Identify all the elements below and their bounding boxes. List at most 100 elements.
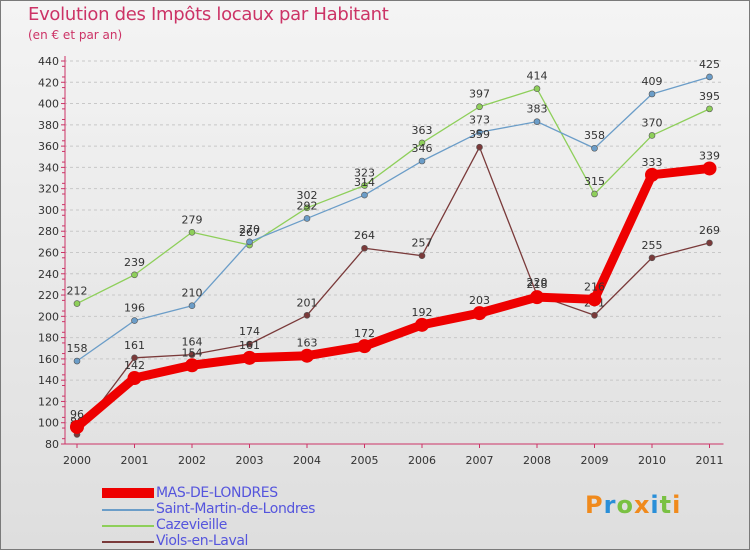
logo-letter: r xyxy=(603,491,617,519)
y-tick-label: 340 xyxy=(38,161,59,174)
data-point-saint-martin-de-londres xyxy=(476,128,483,136)
y-tick-label: 360 xyxy=(38,140,59,153)
data-label-saint-martin-de-londres: 383 xyxy=(527,103,548,116)
data-label-cazevieille: 323 xyxy=(354,166,375,179)
data-label-mas-de-londres: 154 xyxy=(182,346,203,359)
legend-swatch-cazevieille xyxy=(102,525,154,527)
x-tick-label: 2001 xyxy=(121,454,149,467)
logo-letter: t xyxy=(659,491,673,519)
y-tick-label: 420 xyxy=(38,76,59,89)
data-point-mas-de-londres xyxy=(185,358,199,373)
data-point-mas-de-londres xyxy=(415,317,429,332)
data-label-cazevieille: 267 xyxy=(239,226,260,239)
data-label-mas-de-londres: 163 xyxy=(297,337,318,350)
data-label-cazevieille: 395 xyxy=(699,90,720,103)
data-point-cazevieille xyxy=(533,85,541,92)
data-point-saint-martin-de-londres xyxy=(648,90,656,98)
y-tick-label: 200 xyxy=(38,310,59,323)
data-label-saint-martin-de-londres: 196 xyxy=(124,302,145,315)
data-label-viols-en-laval: 161 xyxy=(124,339,145,352)
y-tick-label: 120 xyxy=(38,395,59,408)
data-label-mas-de-londres: 218 xyxy=(527,278,548,291)
data-point-cazevieille xyxy=(591,190,598,198)
y-tick-label: 300 xyxy=(38,204,59,217)
data-point-cazevieille xyxy=(131,271,138,279)
y-tick-label: 80 xyxy=(45,438,59,451)
legend-swatch-viols-en-laval xyxy=(102,541,154,543)
data-label-cazevieille: 397 xyxy=(469,88,490,101)
y-tick-label: 240 xyxy=(38,268,59,281)
data-label-cazevieille: 414 xyxy=(527,70,548,83)
x-tick-label: 2010 xyxy=(638,454,666,467)
y-tick-label: 260 xyxy=(38,247,59,260)
data-point-mas-de-londres xyxy=(242,350,257,365)
series-line-viols-en-laval xyxy=(76,146,711,436)
legend-label: Viols-en-Laval xyxy=(156,533,249,549)
data-point-saint-martin-de-londres xyxy=(303,215,311,222)
legend-label: MAS-DE-LONDRES xyxy=(156,485,278,501)
data-label-saint-martin-de-londres: 425 xyxy=(699,58,720,71)
data-label-cazevieille: 239 xyxy=(124,256,145,269)
data-point-mas-de-londres xyxy=(300,348,314,363)
legend-swatch-mas-de-londres xyxy=(102,488,154,498)
data-point-viols-en-laval xyxy=(476,143,483,151)
data-point-cazevieille xyxy=(73,300,81,307)
data-point-viols-en-laval xyxy=(591,311,598,319)
data-label-cazevieille: 370 xyxy=(642,116,663,129)
data-label-saint-martin-de-londres: 158 xyxy=(67,342,88,355)
data-label-mas-de-londres: 333 xyxy=(642,156,663,169)
data-point-cazevieille xyxy=(303,204,311,212)
data-point-mas-de-londres xyxy=(587,292,602,307)
data-label-saint-martin-de-londres: 373 xyxy=(469,113,490,126)
data-label-cazevieille: 302 xyxy=(297,189,318,202)
data-point-cazevieille xyxy=(706,105,713,113)
data-point-cazevieille xyxy=(648,132,656,139)
y-tick-label: 180 xyxy=(38,332,59,345)
data-label-viols-en-laval: 359 xyxy=(469,128,490,141)
data-label-mas-de-londres: 192 xyxy=(412,306,433,319)
data-label-viols-en-laval: 255 xyxy=(642,239,663,252)
data-point-viols-en-laval xyxy=(131,354,138,362)
data-point-cazevieille xyxy=(361,182,368,189)
data-point-mas-de-londres xyxy=(702,161,717,176)
data-label-mas-de-londres: 203 xyxy=(469,294,490,307)
data-label-mas-de-londres: 96 xyxy=(70,408,84,421)
data-label-saint-martin-de-londres: 210 xyxy=(182,287,203,300)
data-point-viols-en-laval xyxy=(246,340,253,348)
data-point-saint-martin-de-londres xyxy=(361,191,368,199)
y-tick-label: 160 xyxy=(38,353,59,366)
data-point-viols-en-laval xyxy=(648,254,656,262)
x-tick-label: 2006 xyxy=(408,454,436,467)
data-label-saint-martin-de-londres: 346 xyxy=(412,142,433,155)
data-label-mas-de-londres: 161 xyxy=(239,339,260,352)
data-label-saint-martin-de-londres: 409 xyxy=(642,75,663,88)
legend-label: Cazevieille xyxy=(156,517,227,533)
x-tick-label: 2008 xyxy=(523,454,551,467)
y-tick-label: 220 xyxy=(38,289,59,302)
data-label-saint-martin-de-londres: 292 xyxy=(297,199,318,212)
data-point-saint-martin-de-londres xyxy=(591,144,598,152)
data-point-saint-martin-de-londres xyxy=(418,157,426,165)
data-point-saint-martin-de-londres xyxy=(188,302,196,309)
data-point-mas-de-londres xyxy=(472,306,487,321)
data-point-viols-en-laval xyxy=(361,244,368,252)
data-point-saint-martin-de-londres xyxy=(533,118,541,125)
chart-subtitle: (en € et par an) xyxy=(28,28,123,42)
data-label-cazevieille: 212 xyxy=(67,285,88,298)
data-point-viols-en-laval xyxy=(303,311,311,319)
x-tick-label: 2005 xyxy=(351,454,379,467)
data-point-mas-de-londres xyxy=(357,339,372,354)
data-point-mas-de-londres xyxy=(127,371,142,386)
series-line-saint-martin-de-londres xyxy=(76,76,711,362)
data-label-viols-en-laval: 220 xyxy=(527,276,548,289)
data-label-viols-en-laval: 174 xyxy=(239,325,260,338)
data-label-saint-martin-de-londres: 358 xyxy=(584,129,605,142)
y-tick-label: 400 xyxy=(38,98,59,111)
data-label-mas-de-londres: 339 xyxy=(699,149,720,162)
data-label-viols-en-laval: 269 xyxy=(699,224,720,237)
x-tick-label: 2011 xyxy=(696,454,724,467)
y-tick-label: 140 xyxy=(38,374,59,387)
data-label-viols-en-laval: 201 xyxy=(297,296,318,309)
data-point-cazevieille xyxy=(476,103,483,111)
